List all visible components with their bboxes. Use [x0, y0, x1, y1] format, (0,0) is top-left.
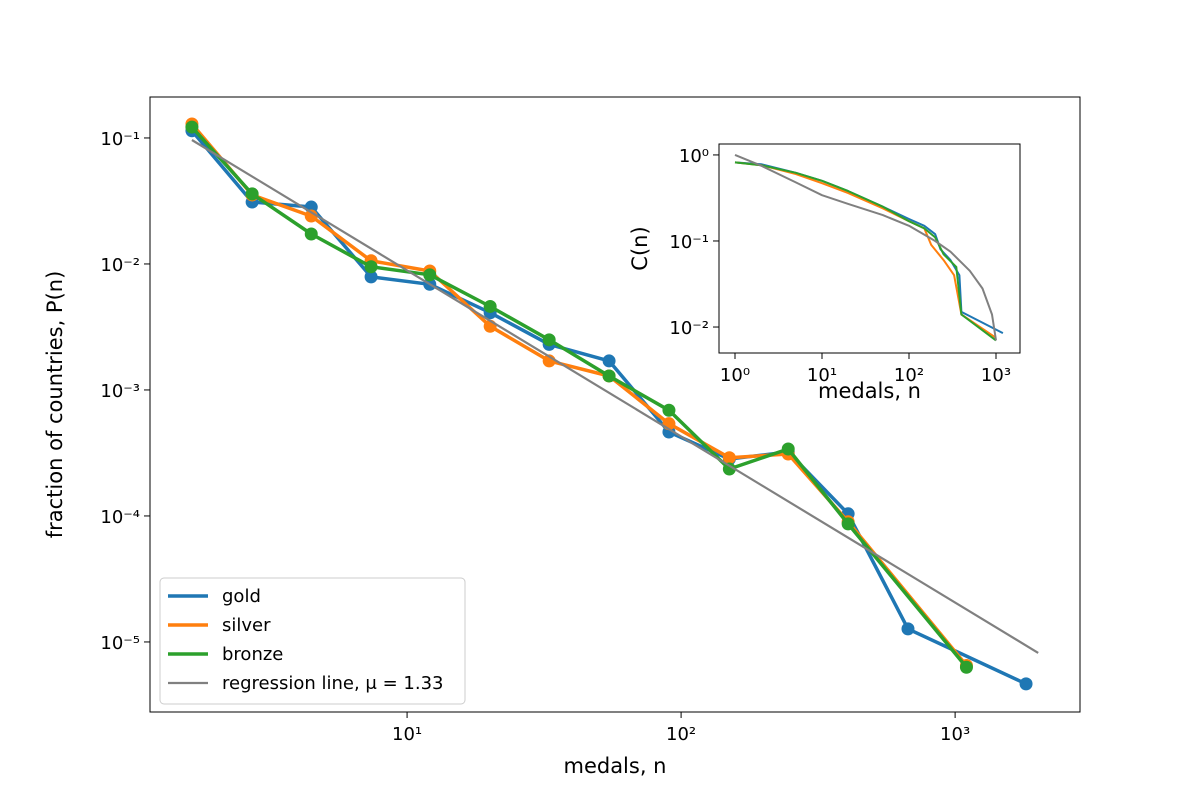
- y-tick-label: 10⁻¹: [100, 129, 140, 150]
- data-point: [364, 260, 378, 274]
- legend-label: gold: [222, 586, 261, 607]
- data-point: [841, 517, 855, 531]
- y-tick-label: 10⁻⁴: [100, 507, 140, 528]
- x-tick-label: 10²: [894, 365, 924, 386]
- data-point: [602, 369, 616, 383]
- series-line: [734, 153, 997, 341]
- x-tick-label: 10¹: [807, 365, 837, 386]
- x-tick-label: 10³: [940, 724, 970, 745]
- data-point: [901, 622, 915, 636]
- data-point: [483, 299, 497, 313]
- x-axis-label: medals, n: [818, 379, 921, 403]
- y-axis-label: C(n): [628, 226, 652, 270]
- data-point: [185, 120, 199, 134]
- data-point: [602, 354, 616, 368]
- legend-label: silver: [222, 615, 271, 636]
- data-point: [722, 451, 736, 465]
- data-point: [662, 403, 676, 417]
- data-point: [245, 187, 259, 201]
- data-point: [304, 227, 318, 241]
- data-point: [781, 442, 795, 456]
- series-line: [734, 161, 997, 342]
- data-point: [304, 209, 318, 223]
- axes-frame: [718, 143, 1021, 354]
- legend-label: regression line, μ = 1.33: [222, 673, 443, 694]
- axes-frame: [149, 96, 1081, 713]
- data-point: [364, 270, 378, 284]
- y-tick-label: 10⁰: [679, 146, 709, 167]
- x-tick-label: 10⁰: [720, 365, 750, 386]
- plot-area: [719, 144, 1020, 353]
- data-point: [1019, 677, 1033, 691]
- series-group: [185, 117, 1039, 691]
- data-point: [423, 268, 437, 282]
- y-tick-label: 10⁻¹: [669, 232, 709, 253]
- data-point: [722, 462, 736, 476]
- series-group: [734, 153, 1004, 342]
- data-point: [542, 333, 556, 347]
- y-tick-label: 10⁻²: [100, 255, 140, 276]
- legend-label: bronze: [222, 644, 283, 665]
- y-axis-label: fraction of countries, P(n): [43, 271, 67, 539]
- x-axis-label: medals, n: [563, 754, 666, 778]
- x-tick-label: 10³: [981, 365, 1011, 386]
- y-tick-label: 10⁻²: [669, 318, 709, 339]
- y-tick-label: 10⁻⁵: [100, 633, 140, 654]
- series-line: [191, 139, 1039, 654]
- x-tick-label: 10²: [666, 724, 696, 745]
- data-point: [959, 660, 973, 674]
- legend-box: [159, 577, 466, 705]
- y-tick-label: 10⁻³: [100, 381, 140, 402]
- x-tick-label: 10¹: [392, 724, 422, 745]
